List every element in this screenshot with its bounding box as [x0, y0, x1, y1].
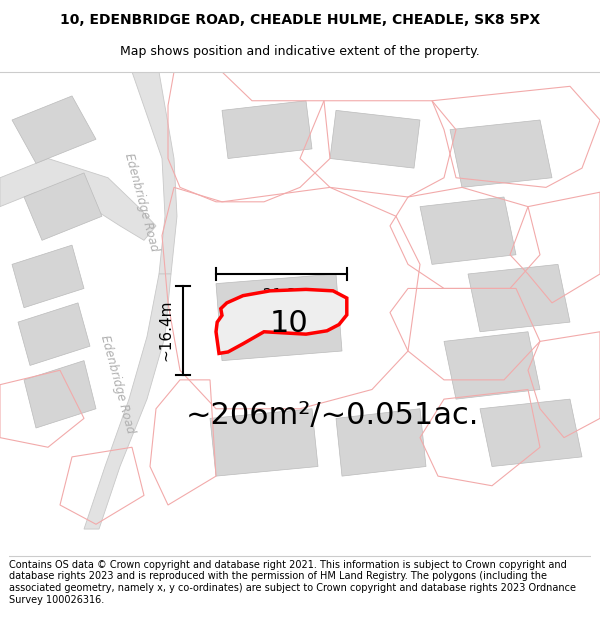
- Polygon shape: [24, 361, 96, 428]
- Polygon shape: [222, 101, 312, 159]
- Polygon shape: [480, 399, 582, 466]
- Polygon shape: [210, 409, 318, 476]
- Polygon shape: [0, 159, 156, 240]
- Polygon shape: [450, 120, 552, 188]
- Polygon shape: [24, 173, 102, 240]
- Polygon shape: [216, 274, 342, 361]
- Text: Edenbridge Road: Edenbridge Road: [122, 151, 160, 252]
- Polygon shape: [330, 111, 420, 168]
- Polygon shape: [132, 72, 177, 274]
- Text: ~206m²/~0.051ac.: ~206m²/~0.051ac.: [186, 401, 479, 431]
- Text: 10: 10: [269, 309, 308, 338]
- Text: Contains OS data © Crown copyright and database right 2021. This information is : Contains OS data © Crown copyright and d…: [9, 560, 576, 604]
- Polygon shape: [444, 332, 540, 399]
- Polygon shape: [84, 274, 171, 529]
- Polygon shape: [216, 289, 347, 353]
- Polygon shape: [468, 264, 570, 332]
- Polygon shape: [12, 96, 96, 163]
- Polygon shape: [336, 409, 426, 476]
- Text: ~16.4m: ~16.4m: [158, 300, 174, 361]
- Text: Edenbridge Road: Edenbridge Road: [98, 334, 136, 436]
- Text: Map shows position and indicative extent of the property.: Map shows position and indicative extent…: [120, 45, 480, 58]
- Polygon shape: [18, 303, 90, 366]
- Text: ~21.3m: ~21.3m: [251, 288, 312, 303]
- Text: 10, EDENBRIDGE ROAD, CHEADLE HULME, CHEADLE, SK8 5PX: 10, EDENBRIDGE ROAD, CHEADLE HULME, CHEA…: [60, 13, 540, 27]
- Polygon shape: [420, 197, 516, 264]
- Polygon shape: [12, 245, 84, 308]
